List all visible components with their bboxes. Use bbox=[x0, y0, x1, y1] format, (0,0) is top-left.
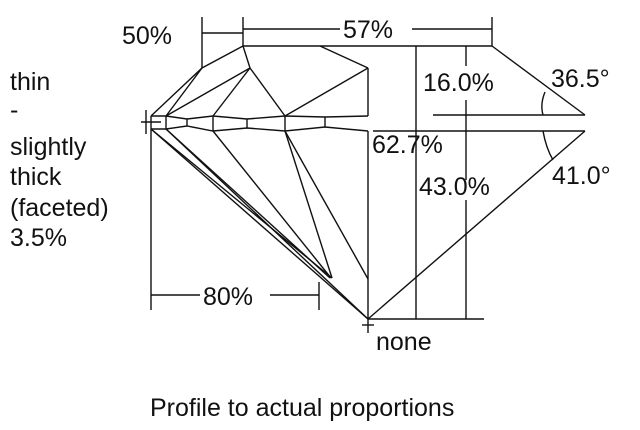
crown-height-label: 16.0% bbox=[423, 69, 494, 97]
culet-label: none bbox=[376, 328, 432, 356]
pavilion-angle-label: 41.0° bbox=[552, 162, 611, 190]
diamond-profile bbox=[141, 17, 586, 333]
girdle-label-line: thin bbox=[10, 68, 50, 96]
lower-girdle-label: 80% bbox=[203, 283, 253, 311]
table-label: 57% bbox=[343, 16, 393, 44]
crown-angle-label: 36.5° bbox=[551, 65, 610, 93]
girdle-label-line: thick bbox=[10, 163, 62, 191]
total-depth-label: 62.7% bbox=[372, 131, 443, 159]
girdle-label-line: - bbox=[10, 96, 18, 124]
girdle-label-line: slightly bbox=[10, 133, 87, 161]
girdle-label-line: 3.5% bbox=[10, 224, 67, 252]
upper-girdle-label: 50% bbox=[122, 22, 172, 50]
girdle-thickness-label: thin - slightly thick (faceted) 3.5% bbox=[10, 68, 109, 252]
pavilion-depth-label: 43.0% bbox=[419, 173, 490, 201]
girdle-label-line: (faceted) bbox=[10, 194, 109, 222]
caption: Profile to actual proportions bbox=[150, 394, 454, 422]
